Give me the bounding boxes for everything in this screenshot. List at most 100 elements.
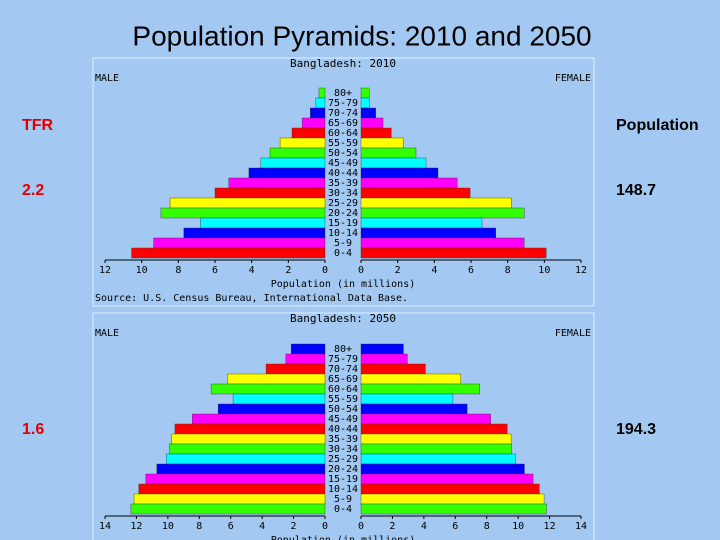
bar <box>360 373 461 385</box>
bar <box>360 197 512 209</box>
age-label: 35-39 <box>328 178 358 189</box>
bar <box>360 147 417 159</box>
legend-label: FEMALE <box>555 73 591 84</box>
tfr-label: TFR <box>22 117 54 134</box>
x-tick-label: 10 <box>538 265 550 276</box>
bar <box>360 393 454 405</box>
slide-title: Population Pyramids: 2010 and 2050 <box>132 20 591 51</box>
bar <box>360 473 534 485</box>
legend-label: MALE <box>95 328 119 339</box>
bar <box>318 87 326 99</box>
bar <box>360 403 468 415</box>
source: Source: U.S. Census Bureau, Internationa… <box>95 293 408 304</box>
bar <box>192 413 326 425</box>
bar <box>131 247 326 259</box>
x-tick-label: 8 <box>505 265 511 276</box>
bar <box>130 503 326 515</box>
x-tick-label: 8 <box>196 521 202 532</box>
age-label: 15-19 <box>328 218 358 229</box>
age-label: 50-54 <box>328 404 358 415</box>
age-label: 0-4 <box>334 248 352 259</box>
bar <box>166 453 326 465</box>
x-tick-label: 0 <box>358 521 364 532</box>
bar <box>285 353 326 365</box>
bar <box>360 353 408 365</box>
x-tick-label: 8 <box>175 265 181 276</box>
age-label: 60-64 <box>328 384 358 395</box>
age-label: 55-59 <box>328 394 358 405</box>
x-axis-label: Population (in millions) <box>271 535 416 540</box>
bar <box>360 157 427 169</box>
age-label: 80+ <box>334 88 352 99</box>
bar <box>360 107 376 119</box>
bar <box>360 343 404 355</box>
bar <box>360 383 480 395</box>
age-label: 65-69 <box>328 118 358 129</box>
bar <box>360 207 525 219</box>
bar <box>301 117 326 129</box>
x-tick-label: 2 <box>395 265 401 276</box>
bar <box>214 187 326 199</box>
x-tick-label: 6 <box>212 265 218 276</box>
chart-title: Bangladesh: 2010 <box>290 57 396 70</box>
age-label: 10-14 <box>328 484 358 495</box>
bar <box>360 463 525 475</box>
x-tick-label: 6 <box>228 521 234 532</box>
age-label: 25-29 <box>328 198 358 209</box>
bar <box>360 493 545 505</box>
bar <box>315 97 326 109</box>
tfr-value: 2.2 <box>22 182 44 199</box>
bar <box>227 373 326 385</box>
x-tick-label: 12 <box>544 521 556 532</box>
bar <box>232 393 326 405</box>
bar <box>171 433 326 445</box>
x-tick-label: 0 <box>358 265 364 276</box>
age-label: 65-69 <box>328 374 358 385</box>
population-value: 148.7 <box>616 182 656 199</box>
bar <box>228 177 326 189</box>
bar <box>360 413 491 425</box>
age-label: 40-44 <box>328 168 358 179</box>
population-value: 194.3 <box>616 421 656 438</box>
age-label: 40-44 <box>328 424 358 435</box>
x-tick-label: 4 <box>421 521 427 532</box>
age-label: 60-64 <box>328 128 358 139</box>
age-label: 25-29 <box>328 454 358 465</box>
bar <box>360 443 513 455</box>
age-label: 55-59 <box>328 138 358 149</box>
bar <box>133 493 326 505</box>
bar <box>169 197 326 209</box>
age-label: 80+ <box>334 344 352 355</box>
x-tick-label: 2 <box>285 265 291 276</box>
chart-title: Bangladesh: 2050 <box>290 312 396 325</box>
bar <box>291 343 326 355</box>
bar <box>265 363 326 375</box>
legend-label: MALE <box>95 73 119 84</box>
bar <box>217 403 326 415</box>
x-tick-label: 2 <box>389 521 395 532</box>
age-label: 50-54 <box>328 148 358 159</box>
bar <box>210 383 326 395</box>
age-label: 20-24 <box>328 208 358 219</box>
x-tick-label: 10 <box>162 521 174 532</box>
age-label: 75-79 <box>328 354 358 365</box>
bar <box>183 227 326 239</box>
x-tick-label: 4 <box>259 521 265 532</box>
bar <box>156 463 326 475</box>
bar <box>200 217 326 229</box>
age-label: 20-24 <box>328 464 358 475</box>
age-label: 45-49 <box>328 414 358 425</box>
age-label: 70-74 <box>328 108 358 119</box>
bar <box>360 423 508 435</box>
x-tick-label: 12 <box>99 265 111 276</box>
bar <box>360 503 547 515</box>
x-tick-label: 2 <box>291 521 297 532</box>
x-tick-label: 14 <box>575 521 587 532</box>
x-tick-label: 12 <box>575 265 587 276</box>
panel <box>92 312 595 540</box>
bar <box>169 443 326 455</box>
bar <box>248 167 326 179</box>
bar <box>360 247 547 259</box>
